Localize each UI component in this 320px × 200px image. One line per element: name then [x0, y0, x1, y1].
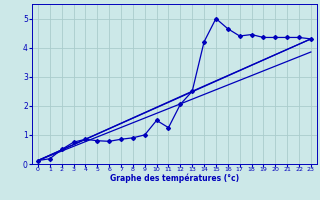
X-axis label: Graphe des températures (°c): Graphe des températures (°c) — [110, 174, 239, 183]
